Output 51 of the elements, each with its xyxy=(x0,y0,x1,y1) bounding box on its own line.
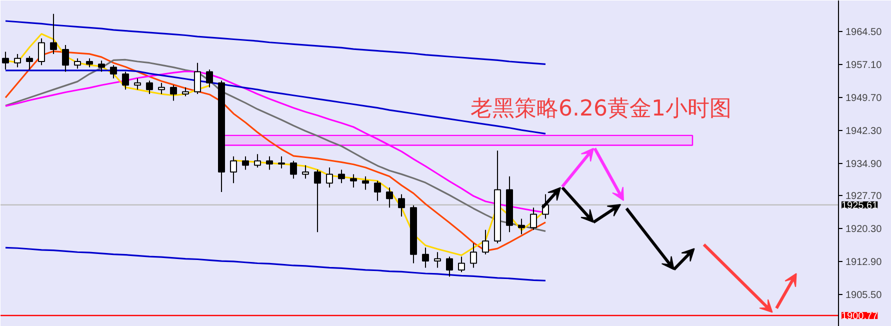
candlestick xyxy=(26,56,33,70)
candlestick xyxy=(314,169,321,233)
candlestick xyxy=(470,242,477,268)
candlestick xyxy=(14,53,21,68)
line-series xyxy=(4,20,546,65)
candlestick xyxy=(422,247,429,268)
candlestick xyxy=(242,156,249,170)
y-tick-label: 1949.70 xyxy=(846,93,882,104)
y-tick-label: 1920.30 xyxy=(846,224,882,236)
candlestick xyxy=(434,252,441,268)
y-tick-label: 1942.30 xyxy=(846,126,882,138)
y-tick-label: 1934.90 xyxy=(846,159,882,170)
candlestick xyxy=(230,156,237,184)
candlestick xyxy=(254,154,261,168)
candlestick xyxy=(62,44,69,72)
candlestick xyxy=(146,80,153,95)
line-series xyxy=(4,246,546,282)
candlestick xyxy=(194,62,201,95)
candlestick xyxy=(266,156,273,170)
text: 老黑策略6.26黄金1小时图 xyxy=(470,96,732,122)
candlestick xyxy=(482,229,489,255)
candlestick xyxy=(350,174,357,188)
candlestick xyxy=(122,71,129,90)
candlestick xyxy=(170,84,177,102)
candlestick xyxy=(338,169,345,184)
y-tick-label: 1912.90 xyxy=(846,256,882,268)
candlestick xyxy=(206,69,213,88)
candlestick xyxy=(110,64,117,79)
candlestick xyxy=(302,164,309,180)
y-tick-label: 1905.50 xyxy=(846,290,882,301)
candlestick xyxy=(98,60,105,72)
candlestick xyxy=(518,218,525,235)
candlestick xyxy=(278,156,285,169)
candlestick xyxy=(158,82,165,95)
y-tick-label: 1964.50 xyxy=(846,27,882,38)
candlestick xyxy=(530,207,537,230)
y-tick-label: 1957.10 xyxy=(846,60,882,72)
candlestick xyxy=(458,256,465,273)
candlestick xyxy=(74,58,81,70)
y-tick-label: 1927.70 xyxy=(846,191,882,202)
candlestick xyxy=(326,167,333,188)
candlestick xyxy=(38,38,45,66)
candlestick xyxy=(290,160,297,180)
candlestick xyxy=(2,51,9,70)
candlestick xyxy=(446,256,453,278)
candlestick xyxy=(134,78,141,90)
candlestick xyxy=(50,13,57,54)
candlestick xyxy=(374,180,381,202)
candlestick xyxy=(386,187,393,208)
candlestick xyxy=(362,176,369,190)
candlestick xyxy=(398,194,405,217)
